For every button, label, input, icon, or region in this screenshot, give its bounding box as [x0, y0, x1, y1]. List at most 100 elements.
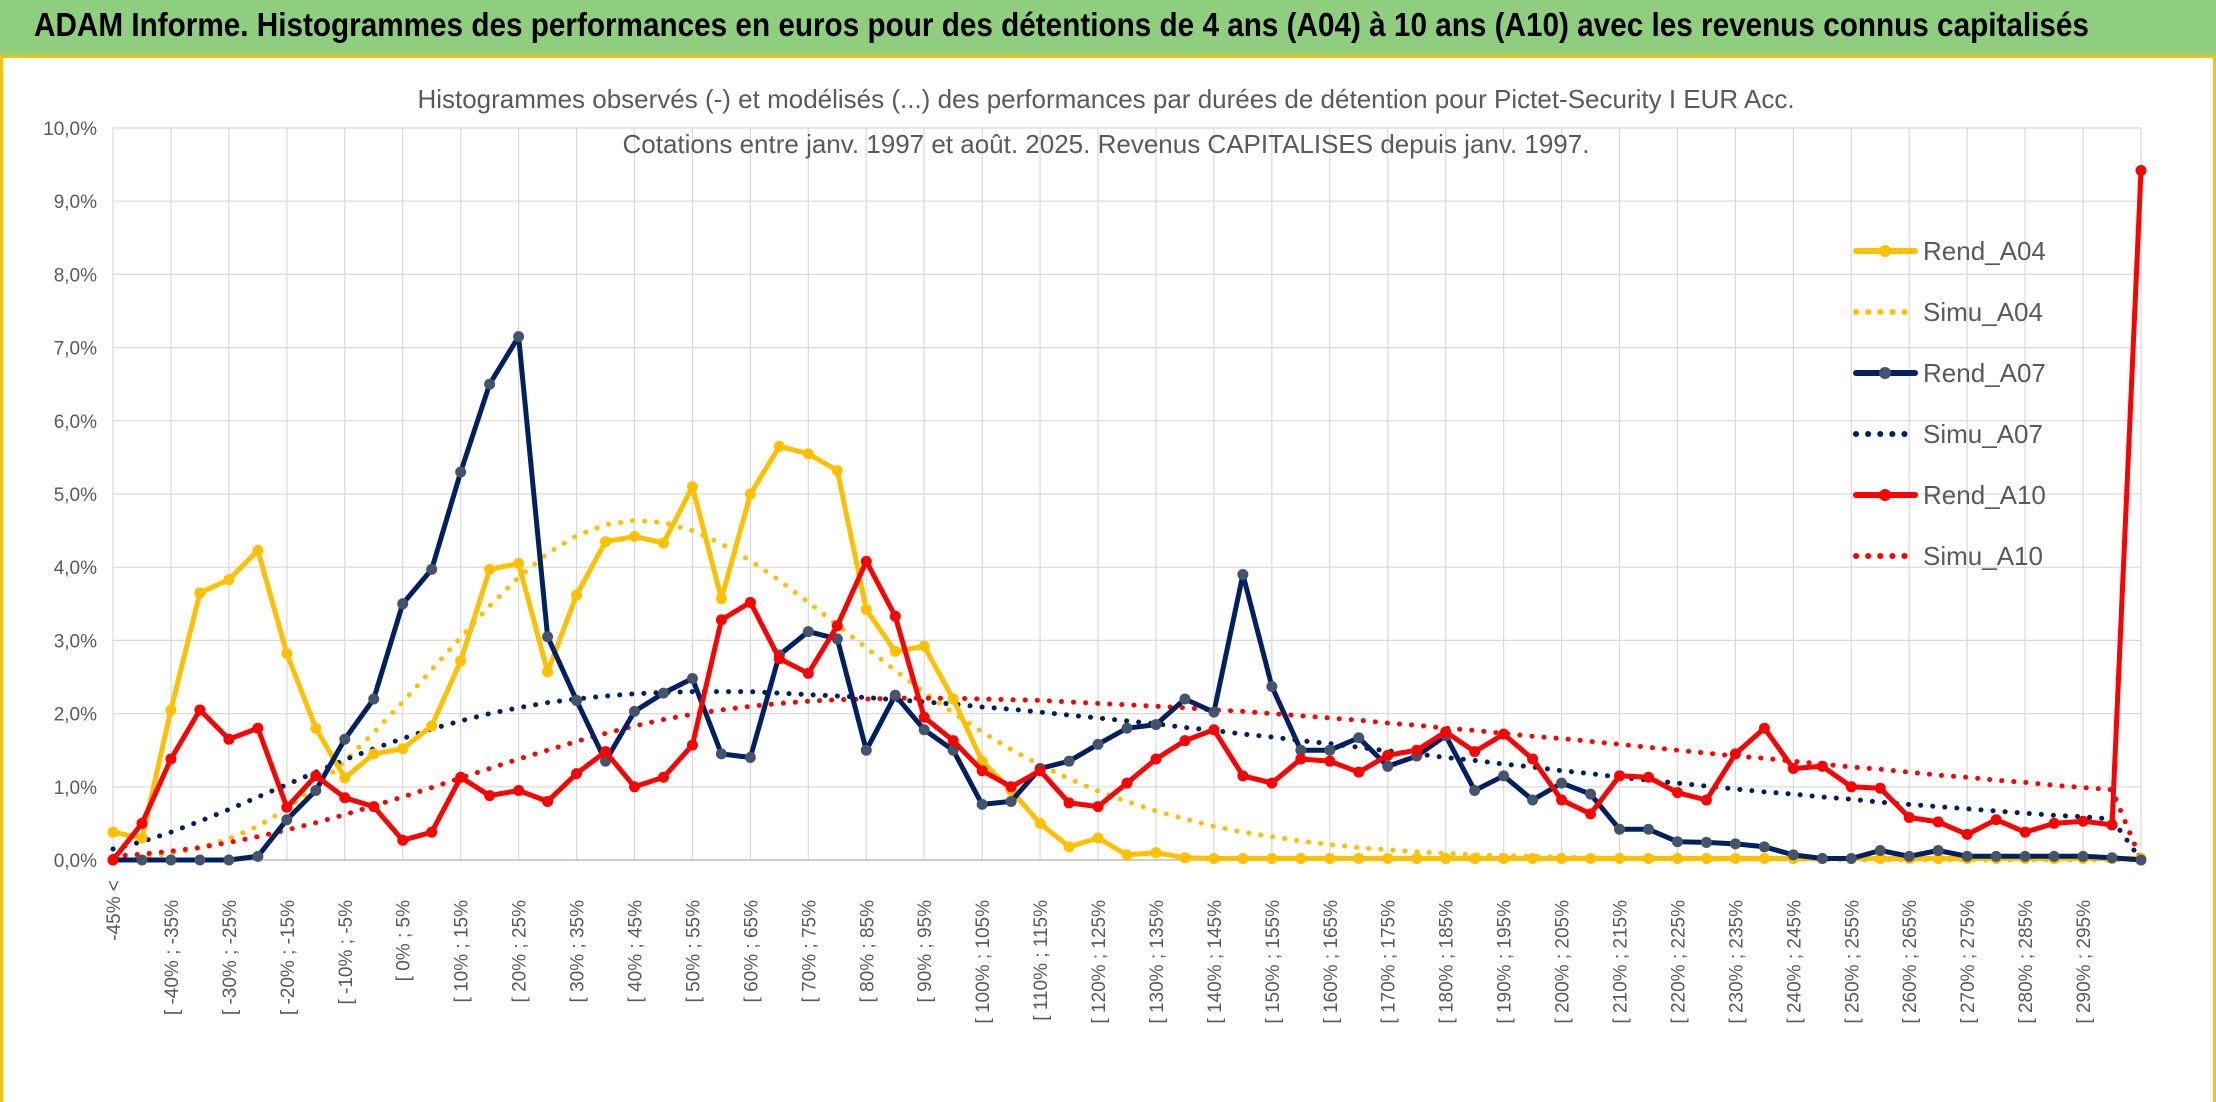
y-tick-label: 0,0% [54, 851, 97, 872]
data-point [426, 826, 438, 838]
data-point [339, 792, 351, 804]
data-point [1700, 794, 1712, 806]
data-point [2077, 815, 2089, 827]
data-point [744, 752, 756, 764]
data-point [1411, 853, 1423, 865]
data-point [1498, 853, 1510, 865]
data-point [657, 537, 669, 549]
data-point [455, 466, 467, 478]
data-point [1932, 844, 1944, 856]
data-point [1353, 766, 1365, 778]
y-tick-label: 7,0% [54, 339, 97, 360]
x-tick-label: [ 260% ; 265% [1900, 900, 1921, 1024]
grid-lines [112, 127, 2142, 861]
data-point [889, 689, 901, 701]
x-tick-label: [ 160% ; 165% [1321, 900, 1342, 1024]
data-point [397, 598, 409, 610]
data-point [976, 765, 988, 777]
data-point [831, 633, 843, 645]
data-point [165, 704, 177, 716]
data-point [1961, 850, 1973, 862]
data-point [1092, 832, 1104, 844]
data-point [947, 744, 959, 756]
series-line-simu-a04 [110, 517, 2144, 863]
data-point [1063, 797, 1075, 809]
data-point [1787, 763, 1799, 774]
data-point [1353, 853, 1365, 865]
data-point [1585, 788, 1597, 800]
data-point [2135, 164, 2147, 176]
legend-label: Simu_A07 [1923, 419, 2043, 449]
data-point [281, 814, 293, 826]
x-tick-label: [ 200% ; 205% [1553, 900, 1574, 1024]
data-point [455, 655, 467, 667]
data-point [1990, 850, 2002, 862]
data-point [1382, 749, 1394, 761]
data-point [2048, 850, 2060, 862]
data-point [1758, 853, 1770, 865]
data-point [1990, 814, 2002, 826]
data-point [1642, 823, 1654, 835]
x-tick-label: [ 170% ; 175% [1379, 900, 1400, 1024]
x-tick-label: [ 120% ; 125% [1089, 900, 1110, 1024]
data-point [252, 544, 264, 556]
x-tick-label: [ 210% ; 215% [1611, 900, 1632, 1024]
data-point [368, 748, 380, 760]
legend-label: Simu_A04 [1923, 297, 2043, 327]
data-point [628, 781, 640, 793]
data-point [918, 640, 930, 652]
data-point [1845, 853, 1857, 865]
data-point [397, 743, 409, 755]
histogram-chart: 0,0% 1,0% 2,0% 3,0% 4,0% 5,0% 6,0% 7,0% 8,0% 9,0%… [43, 84, 2147, 1024]
data-point [1671, 787, 1683, 799]
data-point [571, 694, 583, 706]
data-point [628, 530, 640, 542]
data-point [1729, 748, 1741, 760]
data-point [1729, 853, 1741, 865]
data-point [1614, 823, 1626, 835]
series-lines [107, 164, 2147, 866]
y-axis: 0,0% 1,0% 2,0% 3,0% 4,0% 5,0% 6,0% 7,0% 8,0% 9,0%… [43, 119, 97, 872]
x-tick-label: [ 40% ; 45% [625, 900, 646, 1003]
legend-label: Rend_A07 [1923, 358, 2046, 388]
x-tick-label: [ 290% ; 295% [2074, 900, 2095, 1024]
data-point [1700, 836, 1712, 848]
data-point [1208, 706, 1220, 718]
x-tick-label: [ 30% ; 35% [568, 900, 589, 1003]
data-point [484, 790, 496, 802]
data-point [1527, 753, 1539, 765]
data-point [1758, 722, 1770, 734]
data-point [1411, 744, 1423, 756]
data-point [107, 826, 119, 838]
data-point [628, 705, 640, 717]
data-point [1556, 777, 1568, 789]
legend-label: Rend_A10 [1923, 480, 2046, 510]
data-point [1121, 777, 1133, 789]
data-point [513, 558, 525, 570]
y-tick-label: 5,0% [54, 485, 97, 506]
data-point [2048, 817, 2060, 829]
x-tick-label: -45% < [104, 880, 125, 941]
data-point [310, 770, 322, 782]
data-point [542, 631, 554, 643]
data-point [165, 753, 177, 765]
data-point [1642, 771, 1654, 783]
y-tick-label: 6,0% [54, 412, 97, 433]
data-point [455, 771, 467, 783]
data-point [1034, 765, 1046, 777]
chart-title: Histogrammes observés (-) et modélisés (… [417, 84, 1794, 114]
data-point [1295, 744, 1307, 756]
data-point [368, 801, 380, 813]
legend-marker [1879, 367, 1891, 379]
data-point [1150, 847, 1162, 859]
data-point [1005, 781, 1017, 793]
data-point [310, 784, 322, 796]
data-point [1932, 853, 1944, 865]
data-point [1121, 849, 1133, 861]
data-point [1903, 850, 1915, 862]
x-tick-label: [ 60% ; 65% [741, 900, 762, 1003]
data-point [426, 720, 438, 732]
x-tick-label: [ 130% ; 135% [1147, 900, 1168, 1024]
data-point [397, 834, 409, 846]
data-point [744, 596, 756, 608]
